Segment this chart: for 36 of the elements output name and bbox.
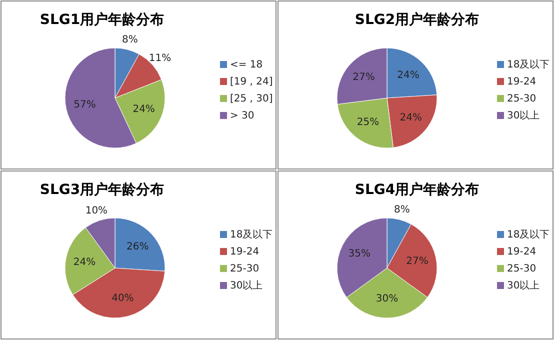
legend-label: 25-30: [507, 264, 536, 275]
legend-label: 19-24: [507, 246, 536, 258]
legend-label: 19-24: [230, 246, 260, 258]
data-label: 24%: [400, 112, 422, 124]
data-label: 24%: [397, 70, 420, 82]
data-label: 24%: [132, 104, 155, 116]
data-label: 10%: [85, 206, 108, 217]
legend-label: [19 , 24]: [230, 76, 273, 88]
chart-title: SLG2用户年龄分布: [354, 11, 480, 28]
data-label: 27%: [406, 256, 428, 267]
legend-label: 18及以下: [230, 228, 273, 241]
data-label: 57%: [74, 99, 96, 110]
chart-title: SLG3用户年龄分布: [40, 181, 164, 198]
legend-label: [25 , 30]: [230, 94, 273, 105]
chart-title: SLG1用户年龄分布: [40, 11, 164, 28]
data-label: 8%: [394, 204, 410, 216]
data-label: 24%: [73, 256, 96, 268]
data-label: 35%: [348, 248, 370, 260]
legend-label: <= 18: [230, 60, 263, 71]
legend-label: > 30: [230, 110, 254, 122]
chart-title: SLG4用户年龄分布: [354, 181, 480, 198]
data-label: 26%: [126, 242, 149, 253]
legend-label: 30以上: [507, 280, 540, 292]
legend-label: 19-24: [507, 76, 536, 88]
data-label: 8%: [122, 34, 138, 46]
legend-label: 18及以下: [507, 58, 550, 71]
legend-label: 25-30: [230, 264, 260, 275]
legend-label: 30以上: [230, 280, 263, 292]
legend-label: 18及以下: [507, 228, 550, 241]
data-label: 27%: [352, 72, 375, 84]
data-label: 25%: [356, 117, 380, 128]
legend-label: 30以上: [507, 110, 540, 122]
data-label: 11%: [148, 53, 172, 64]
data-label: 30%: [376, 294, 398, 305]
data-label: 40%: [112, 292, 134, 304]
legend-label: 25-30: [507, 94, 536, 105]
